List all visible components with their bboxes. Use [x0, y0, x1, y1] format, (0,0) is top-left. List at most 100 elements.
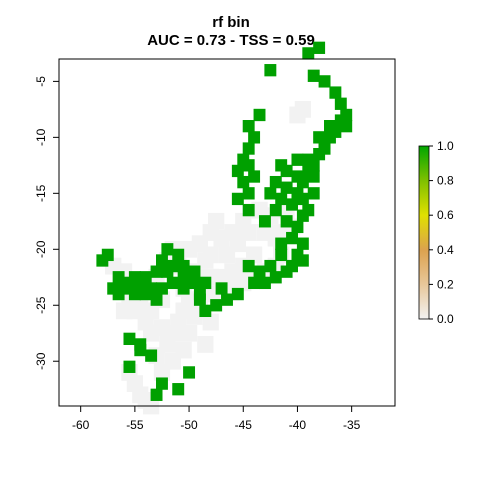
presence-cell — [296, 254, 309, 267]
presence-cell — [264, 64, 277, 77]
plot-frame — [58, 58, 396, 407]
presence-cell — [231, 192, 244, 206]
absence-cell — [294, 100, 311, 118]
presence-cell — [286, 231, 298, 245]
presence-cell — [139, 287, 152, 301]
presence-cell — [275, 237, 288, 250]
presence-cell — [188, 265, 201, 278]
presence-cell — [269, 203, 282, 217]
presence-cell — [291, 170, 304, 183]
presence-cell — [280, 265, 293, 278]
presence-cell — [231, 287, 244, 301]
y-tick-label: -25 — [34, 296, 48, 314]
presence-cell — [145, 349, 158, 362]
presence-cell — [302, 153, 315, 166]
absence-cell — [256, 224, 274, 241]
absence-cell — [202, 313, 219, 331]
presence-cell — [188, 276, 201, 290]
absence-cell — [202, 224, 219, 241]
presence-cell — [280, 215, 293, 228]
presence-cell — [248, 170, 261, 183]
presence-cell — [156, 282, 168, 295]
presence-cell — [172, 383, 185, 396]
presence-cell — [329, 86, 342, 99]
presence-cell — [107, 282, 120, 295]
presence-cell — [242, 120, 255, 133]
presence-cell — [221, 293, 233, 306]
absence-cell — [251, 201, 268, 219]
colorbar-bar — [418, 145, 430, 320]
presence-cell — [177, 282, 190, 295]
x-tick-label: -50 — [180, 418, 198, 432]
presence-cell — [210, 299, 223, 312]
x-tick-label: -40 — [289, 418, 307, 432]
presence-cell — [275, 159, 288, 172]
presence-cell — [123, 360, 136, 373]
absence-cell — [197, 336, 214, 353]
presence-cell — [166, 276, 179, 290]
x-tick-label: -45 — [235, 418, 253, 432]
presence-cell — [258, 276, 271, 290]
presence-cell — [286, 198, 298, 211]
presence-cell — [150, 388, 163, 401]
presence-cell — [264, 187, 277, 200]
presence-cell — [253, 265, 266, 278]
presence-cell — [231, 164, 244, 178]
presence-cell — [128, 287, 141, 301]
presence-cell — [253, 108, 266, 122]
presence-cell — [264, 259, 277, 273]
absence-cell — [153, 319, 171, 337]
presence-cell — [269, 175, 282, 189]
presence-cell — [275, 248, 288, 262]
presence-cell — [150, 293, 163, 306]
presence-cell — [313, 41, 326, 54]
presence-cell — [291, 220, 304, 234]
absence-cell — [126, 302, 143, 320]
presence-cell — [242, 159, 255, 172]
absence-cell — [197, 252, 214, 269]
presence-cell — [296, 192, 309, 206]
presence-cell — [199, 276, 212, 290]
presence-cell — [123, 332, 136, 345]
presence-cell — [172, 248, 185, 262]
presence-cell — [334, 97, 347, 110]
presence-cell — [324, 120, 336, 133]
presence-cell — [242, 259, 255, 273]
presence-cell — [242, 187, 255, 200]
presence-cell — [307, 187, 320, 200]
presence-cell — [291, 153, 304, 166]
presence-cell — [112, 271, 125, 284]
presence-cell — [161, 265, 174, 278]
presence-cell — [340, 120, 353, 133]
presence-cell — [280, 181, 293, 194]
colorbar-tick-label: 0.0 — [437, 312, 454, 326]
y-tick-label: -10 — [34, 128, 48, 146]
y-tick-label: -30 — [34, 352, 48, 370]
presence-cell — [313, 131, 326, 144]
presence-cell — [177, 259, 190, 273]
absence-cell — [175, 341, 192, 359]
presence-cell — [302, 47, 315, 60]
colorbar-legend: 0.0 0.2 0.4 0.6 0.8 1.0 — [418, 139, 454, 326]
presence-cell — [199, 304, 212, 318]
presence-cell — [177, 271, 190, 284]
presence-cell — [193, 287, 206, 301]
colorbar-tick-label: 0.8 — [437, 174, 454, 188]
presence-cell — [318, 75, 331, 88]
presence-cell — [307, 69, 320, 82]
y-tick-label: -5 — [34, 76, 48, 87]
presence-cell — [161, 243, 174, 256]
presence-cell — [269, 271, 282, 284]
presence-cell — [215, 282, 228, 295]
colorbar-tick-label: 0.6 — [437, 208, 454, 222]
colorbar-tick-label: 0.4 — [437, 243, 454, 257]
presence-cell — [237, 175, 250, 189]
presence-cell — [248, 276, 261, 290]
presence-cell — [156, 377, 168, 390]
chart-title: rf bin — [212, 14, 250, 31]
presence-cell — [318, 142, 331, 155]
presence-cell — [296, 237, 309, 250]
presence-cell — [156, 254, 168, 267]
presence-cell — [248, 131, 261, 144]
